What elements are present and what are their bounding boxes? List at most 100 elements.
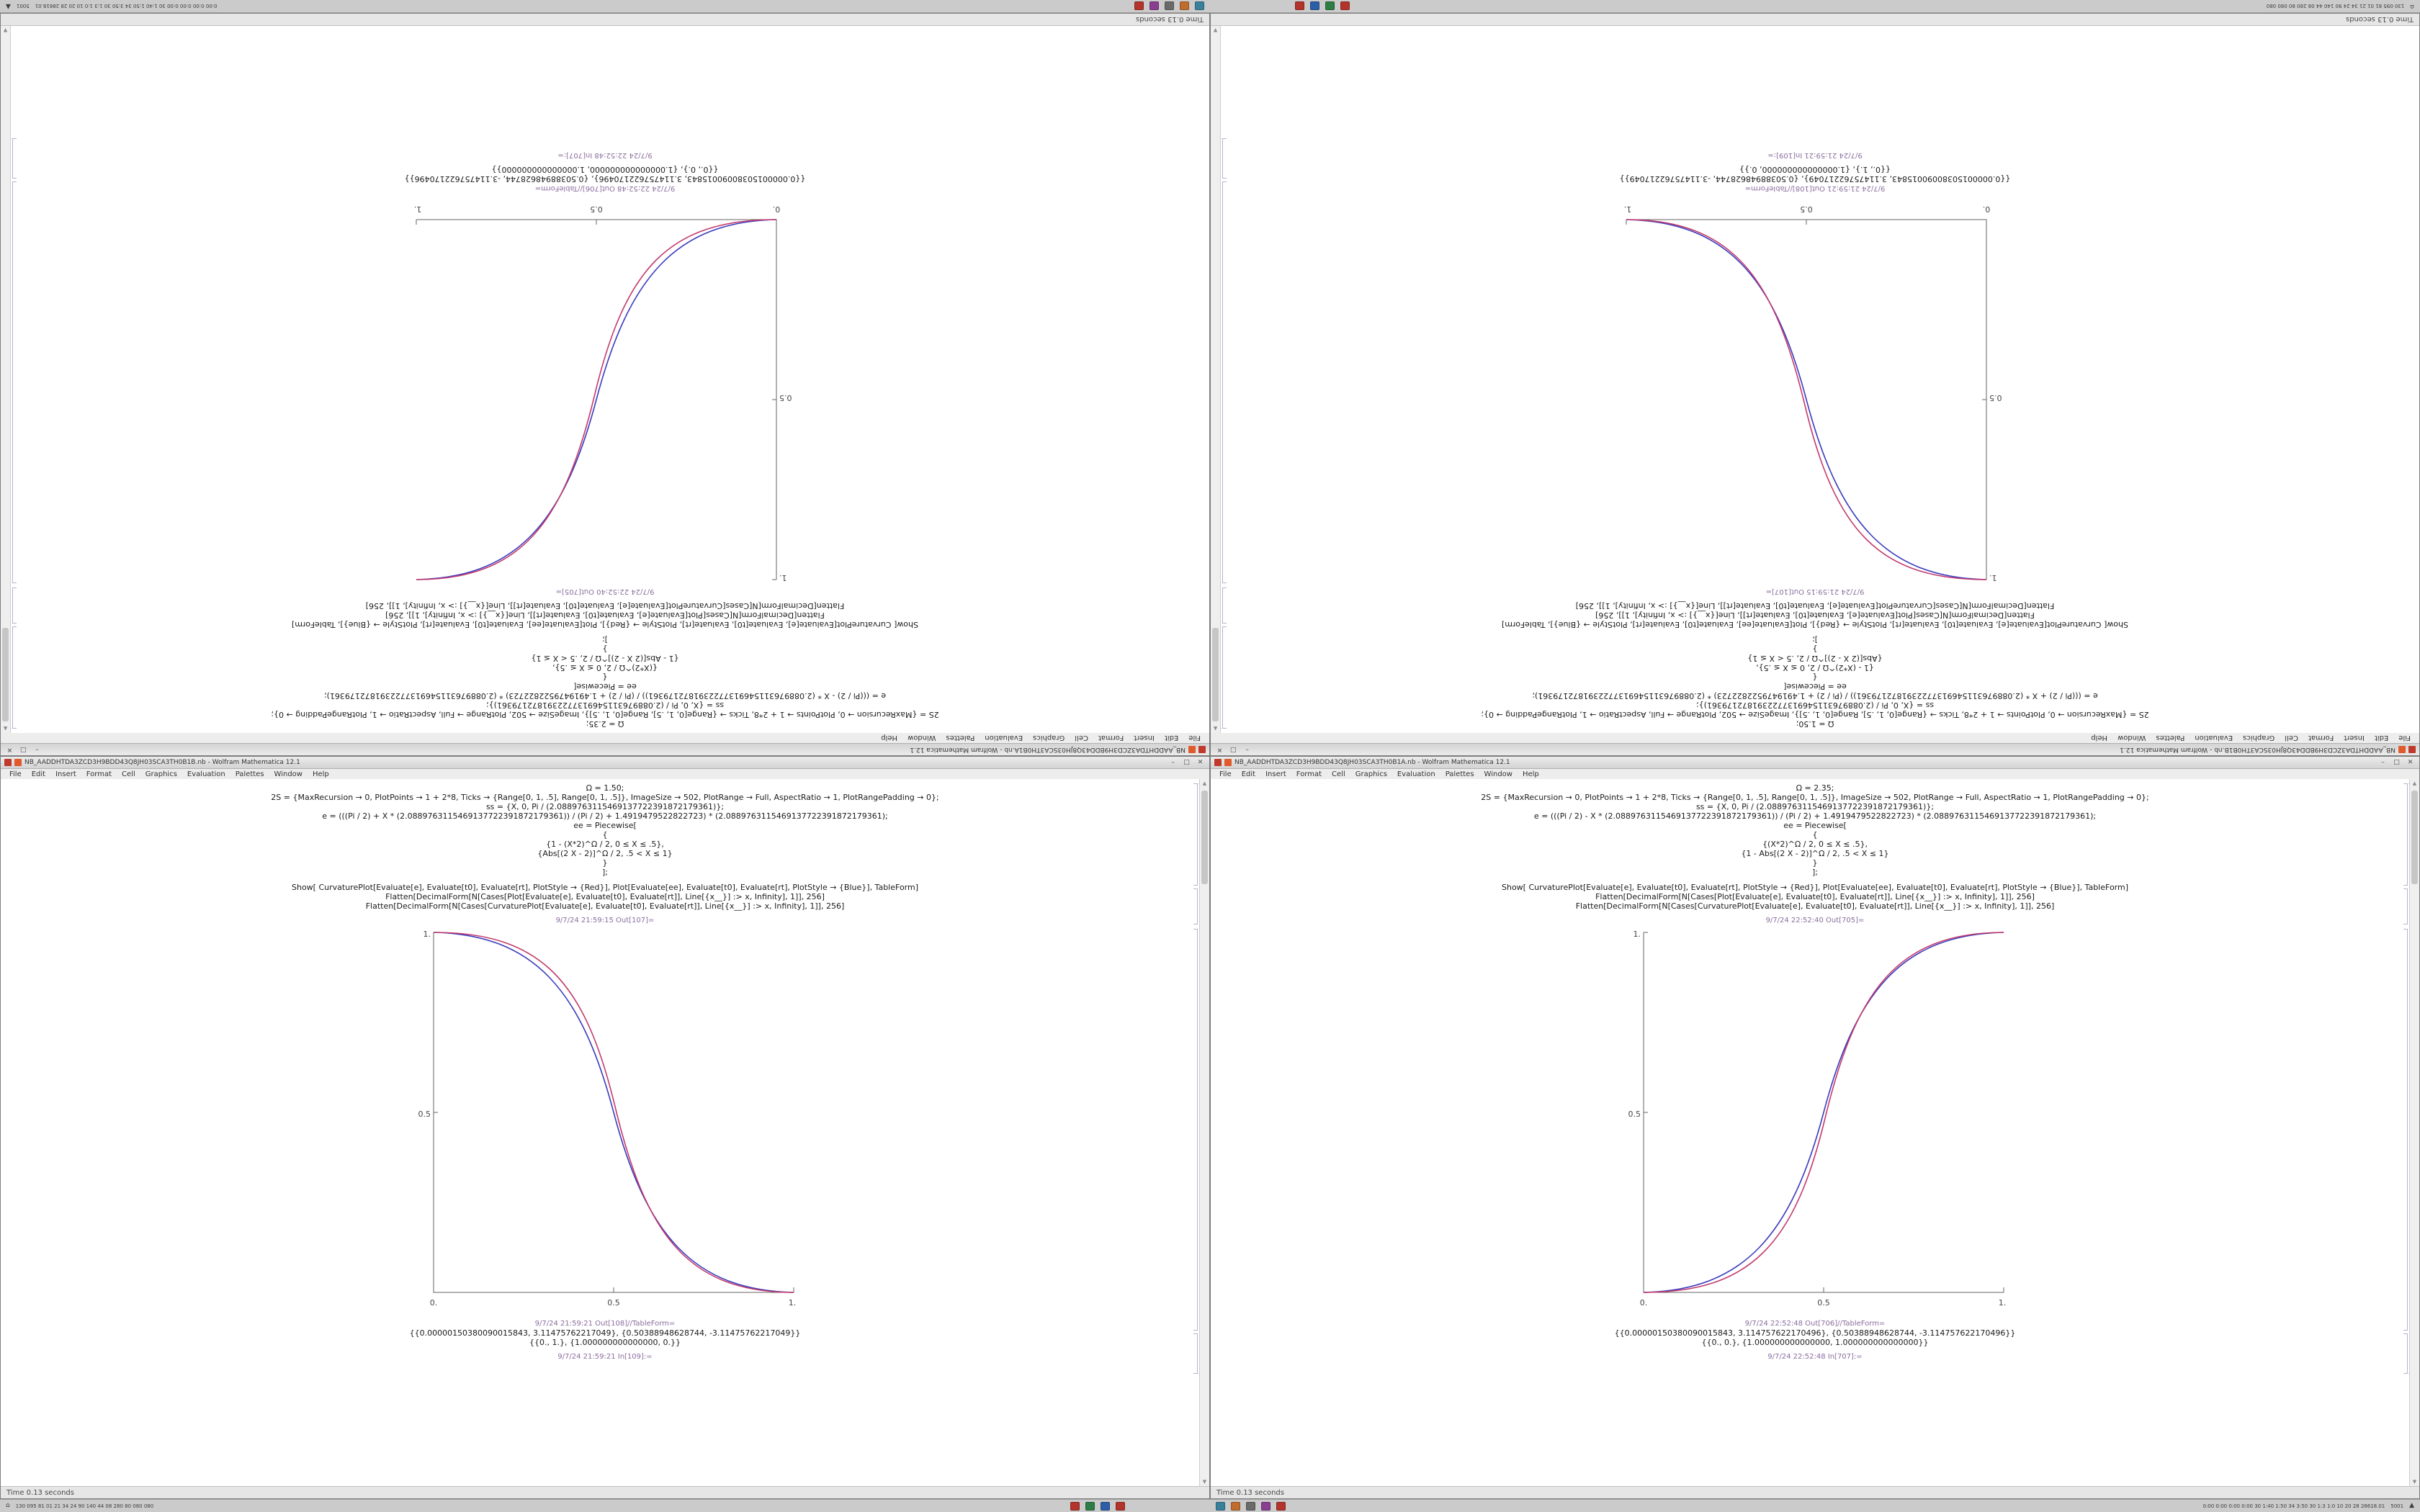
- menu-window[interactable]: Window: [274, 770, 302, 778]
- show-cell[interactable]: Show[ CurvaturePlot[Evaluate[e], Evaluat…: [1211, 601, 2419, 629]
- scroll-up-arrow[interactable]: ▲: [2412, 780, 2417, 786]
- menu-file[interactable]: File: [1219, 770, 1232, 778]
- menu-cell[interactable]: Cell: [122, 770, 135, 778]
- menu-cell[interactable]: Cell: [2285, 734, 2298, 742]
- titlebar[interactable]: NB_AADDHTDA3ZCD3H9BDD43Q8JH03SCA3TH0B1B.…: [1, 757, 1209, 769]
- menu-evaluation[interactable]: Evaluation: [2195, 734, 2233, 742]
- taskbar-app-icon-settings[interactable]: [1164, 1, 1174, 11]
- cell-bracket[interactable]: [2403, 888, 2408, 924]
- scroll-down-arrow[interactable]: ▼: [1202, 1479, 1207, 1485]
- menu-palettes[interactable]: Palettes: [946, 734, 975, 742]
- scrollbar-thumb[interactable]: [1212, 628, 1219, 721]
- cell-bracket[interactable]: [12, 626, 17, 729]
- scroll-up-arrow[interactable]: ▲: [1202, 780, 1207, 786]
- menu-evaluation[interactable]: Evaluation: [1397, 770, 1435, 778]
- minimize-button[interactable]: –: [1245, 746, 1249, 753]
- taskbar-app-icon-editor[interactable]: [1116, 1501, 1126, 1511]
- menu-format[interactable]: Format: [1098, 734, 1124, 742]
- menu-file[interactable]: File: [9, 770, 22, 778]
- titlebar[interactable]: NB_AADDHTDA3ZCD3H9BDD43Q8JH03SCA3TH0B1A.…: [1211, 757, 2419, 769]
- scrollbar-thumb[interactable]: [2, 628, 9, 721]
- output-plot[interactable]: 1. 0.5 0. 0.5 1.: [1619, 928, 2011, 1314]
- maximize-button[interactable]: □: [1183, 759, 1190, 766]
- taskbar-app-icon-terminal[interactable]: [1340, 1, 1350, 11]
- menu-graphics[interactable]: Graphics: [1033, 734, 1065, 742]
- cell-bracket[interactable]: [12, 588, 17, 624]
- cell-bracket[interactable]: [1222, 588, 1227, 624]
- menu-graphics[interactable]: Graphics: [145, 770, 177, 778]
- output-plot[interactable]: 1. 0.5 0. 0.5 1.: [1619, 198, 2011, 584]
- minimize-button[interactable]: –: [2381, 759, 2385, 766]
- maximize-button[interactable]: □: [20, 746, 27, 753]
- taskbar-app-icon-files[interactable]: [1085, 1501, 1095, 1511]
- menu-palettes[interactable]: Palettes: [1445, 770, 1474, 778]
- show-cell[interactable]: Show[ CurvaturePlot[Evaluate[e], Evaluat…: [1, 883, 1209, 911]
- minimize-button[interactable]: –: [1171, 759, 1175, 766]
- cell-bracket[interactable]: [1193, 1333, 1198, 1374]
- notebook-area[interactable]: Ω = 1.50; 2S = {MaxRecursion → 0, PlotPo…: [1211, 26, 2419, 733]
- home-icon[interactable]: ⌂: [2410, 3, 2414, 10]
- taskbar-app-icon-mail[interactable]: [1216, 1501, 1226, 1511]
- cell-bracket[interactable]: [2403, 783, 2408, 886]
- cell-bracket[interactable]: [1193, 888, 1198, 924]
- scrollbar-thumb[interactable]: [1201, 791, 1208, 884]
- close-button[interactable]: ✕: [2407, 759, 2414, 766]
- vertical-scrollbar[interactable]: ▲ ▼: [1211, 26, 1221, 733]
- notebook-area[interactable]: Ω = 2.35; 2S = {MaxRecursion → 0, PlotPo…: [1, 26, 1209, 733]
- output-plot[interactable]: 1. 0.5 0. 0.5 1.: [409, 928, 801, 1314]
- menu-format[interactable]: Format: [2308, 734, 2334, 742]
- menu-format[interactable]: Format: [1296, 770, 1322, 778]
- titlebar[interactable]: NB_AADDHTDA3ZCD3H9BDD43Q8JH03SCA3TH0B1A.…: [1, 743, 1209, 755]
- menu-help[interactable]: Help: [2091, 734, 2108, 742]
- maximize-button[interactable]: □: [2393, 759, 2400, 766]
- tray-expand-icon[interactable]: ▲: [6, 3, 11, 10]
- menu-cell[interactable]: Cell: [1075, 734, 1088, 742]
- menu-cell[interactable]: Cell: [1332, 770, 1345, 778]
- menu-evaluation[interactable]: Evaluation: [187, 770, 225, 778]
- menu-insert[interactable]: Insert: [55, 770, 76, 778]
- home-icon[interactable]: ⌂: [6, 1502, 10, 1509]
- taskbar-app-icon-chat[interactable]: [1149, 1, 1159, 11]
- cell-bracket[interactable]: [2403, 929, 2408, 1331]
- taskbar-app-icon-files[interactable]: [1325, 1, 1335, 11]
- taskbar-app-icon-settings[interactable]: [1246, 1501, 1256, 1511]
- menu-insert[interactable]: Insert: [1265, 770, 1286, 778]
- menu-edit[interactable]: Edit: [2374, 734, 2389, 742]
- menu-graphics[interactable]: Graphics: [2243, 734, 2275, 742]
- input-cell[interactable]: Ω = 1.50; 2S = {MaxRecursion → 0, PlotPo…: [1211, 635, 2419, 733]
- menu-insert[interactable]: Insert: [2344, 734, 2365, 742]
- taskbar-app-icon-monitor[interactable]: [1134, 1, 1144, 11]
- scroll-down-arrow[interactable]: ▼: [3, 27, 8, 33]
- minimize-button[interactable]: –: [35, 746, 39, 753]
- cell-bracket[interactable]: [1193, 929, 1198, 1331]
- vertical-scrollbar[interactable]: ▲ ▼: [1199, 779, 1209, 1486]
- cell-bracket[interactable]: [12, 181, 17, 583]
- notebook-area[interactable]: Ω = 2.35; 2S = {MaxRecursion → 0, PlotPo…: [1211, 779, 2419, 1486]
- taskbar-app-icon-music[interactable]: [1179, 1, 1189, 11]
- scroll-up-arrow[interactable]: ▲: [1213, 726, 1218, 732]
- close-button[interactable]: ✕: [1216, 746, 1223, 753]
- menu-format[interactable]: Format: [86, 770, 112, 778]
- vertical-scrollbar[interactable]: ▲ ▼: [2409, 779, 2419, 1486]
- menu-edit[interactable]: Edit: [1241, 770, 1256, 778]
- notebook-area[interactable]: Ω = 1.50; 2S = {MaxRecursion → 0, PlotPo…: [1, 779, 1209, 1486]
- maximize-button[interactable]: □: [1230, 746, 1237, 753]
- menu-file[interactable]: File: [2398, 734, 2411, 742]
- taskbar-app-icon-monitor[interactable]: [1276, 1501, 1286, 1511]
- scrollbar-thumb[interactable]: [2411, 791, 2418, 884]
- show-cell[interactable]: Show[ CurvaturePlot[Evaluate[e], Evaluat…: [1, 601, 1209, 629]
- menu-edit[interactable]: Edit: [31, 770, 46, 778]
- menu-help[interactable]: Help: [312, 770, 329, 778]
- menu-palettes[interactable]: Palettes: [235, 770, 264, 778]
- scroll-down-arrow[interactable]: ▼: [2412, 1479, 2417, 1485]
- input-cell[interactable]: Ω = 1.50; 2S = {MaxRecursion → 0, PlotPo…: [1, 779, 1209, 877]
- menu-file[interactable]: File: [1188, 734, 1201, 742]
- cell-bracket[interactable]: [2403, 1333, 2408, 1374]
- cell-bracket[interactable]: [1222, 181, 1227, 583]
- scroll-up-arrow[interactable]: ▲: [3, 726, 8, 732]
- close-button[interactable]: ✕: [1197, 759, 1204, 766]
- menu-window[interactable]: Window: [1484, 770, 1512, 778]
- menu-window[interactable]: Window: [2118, 734, 2146, 742]
- menu-evaluation[interactable]: Evaluation: [985, 734, 1023, 742]
- taskbar-app-icon-editor[interactable]: [1294, 1, 1304, 11]
